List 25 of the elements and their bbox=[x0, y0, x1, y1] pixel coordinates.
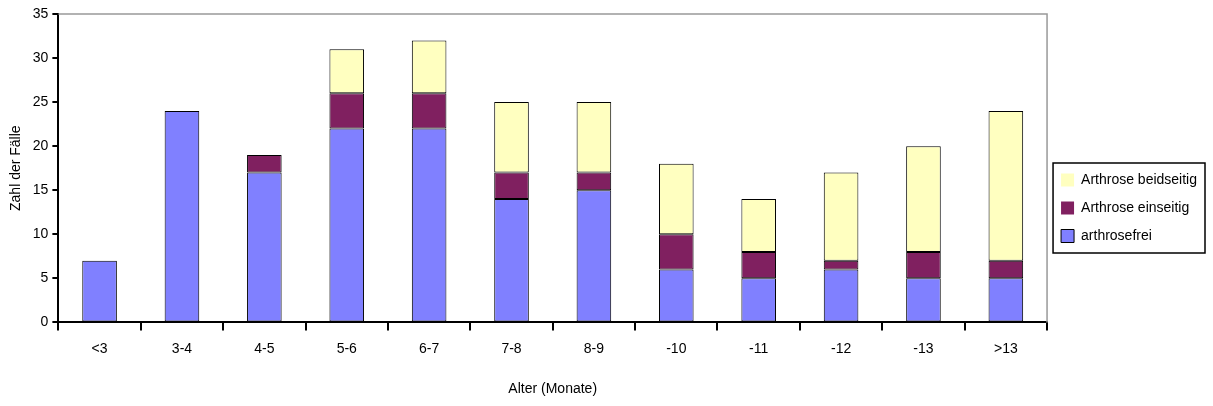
x-tick-label: -11 bbox=[749, 339, 769, 356]
x-tick-label: 7-8 bbox=[501, 339, 522, 356]
legend-label: Arthrose einseitig bbox=[1081, 198, 1190, 215]
x-tick-label: 8-9 bbox=[583, 339, 605, 356]
x-axis-title: Alter (Monate) bbox=[508, 380, 598, 397]
y-axis-title: Zahl der Fälle bbox=[7, 125, 24, 211]
x-tick-label: 6-7 bbox=[419, 339, 440, 356]
x-tick-label: 5-6 bbox=[336, 339, 358, 356]
y-tick-label: 15 bbox=[32, 181, 49, 198]
legend-label: Arthrose beidseitig bbox=[1081, 170, 1197, 187]
y-tick-label: 20 bbox=[32, 137, 49, 154]
x-tick-label: 4-5 bbox=[254, 339, 275, 356]
y-tick-label: 10 bbox=[32, 225, 49, 242]
y-tick-label: 35 bbox=[32, 4, 49, 21]
y-tick-label: 30 bbox=[32, 48, 49, 65]
x-tick-label: <3 bbox=[91, 339, 108, 356]
x-tick-label: >13 bbox=[993, 339, 1018, 356]
x-tick-label: -12 bbox=[830, 339, 852, 356]
x-tick-label: 3-4 bbox=[171, 339, 193, 356]
y-tick-label: 5 bbox=[40, 269, 49, 286]
legend-label: arthrosefrei bbox=[1081, 226, 1152, 243]
x-tick-label: -13 bbox=[913, 339, 934, 356]
y-tick-label: 0 bbox=[40, 313, 49, 330]
x-tick-label: -10 bbox=[666, 339, 687, 356]
y-tick-label: 25 bbox=[32, 92, 49, 109]
